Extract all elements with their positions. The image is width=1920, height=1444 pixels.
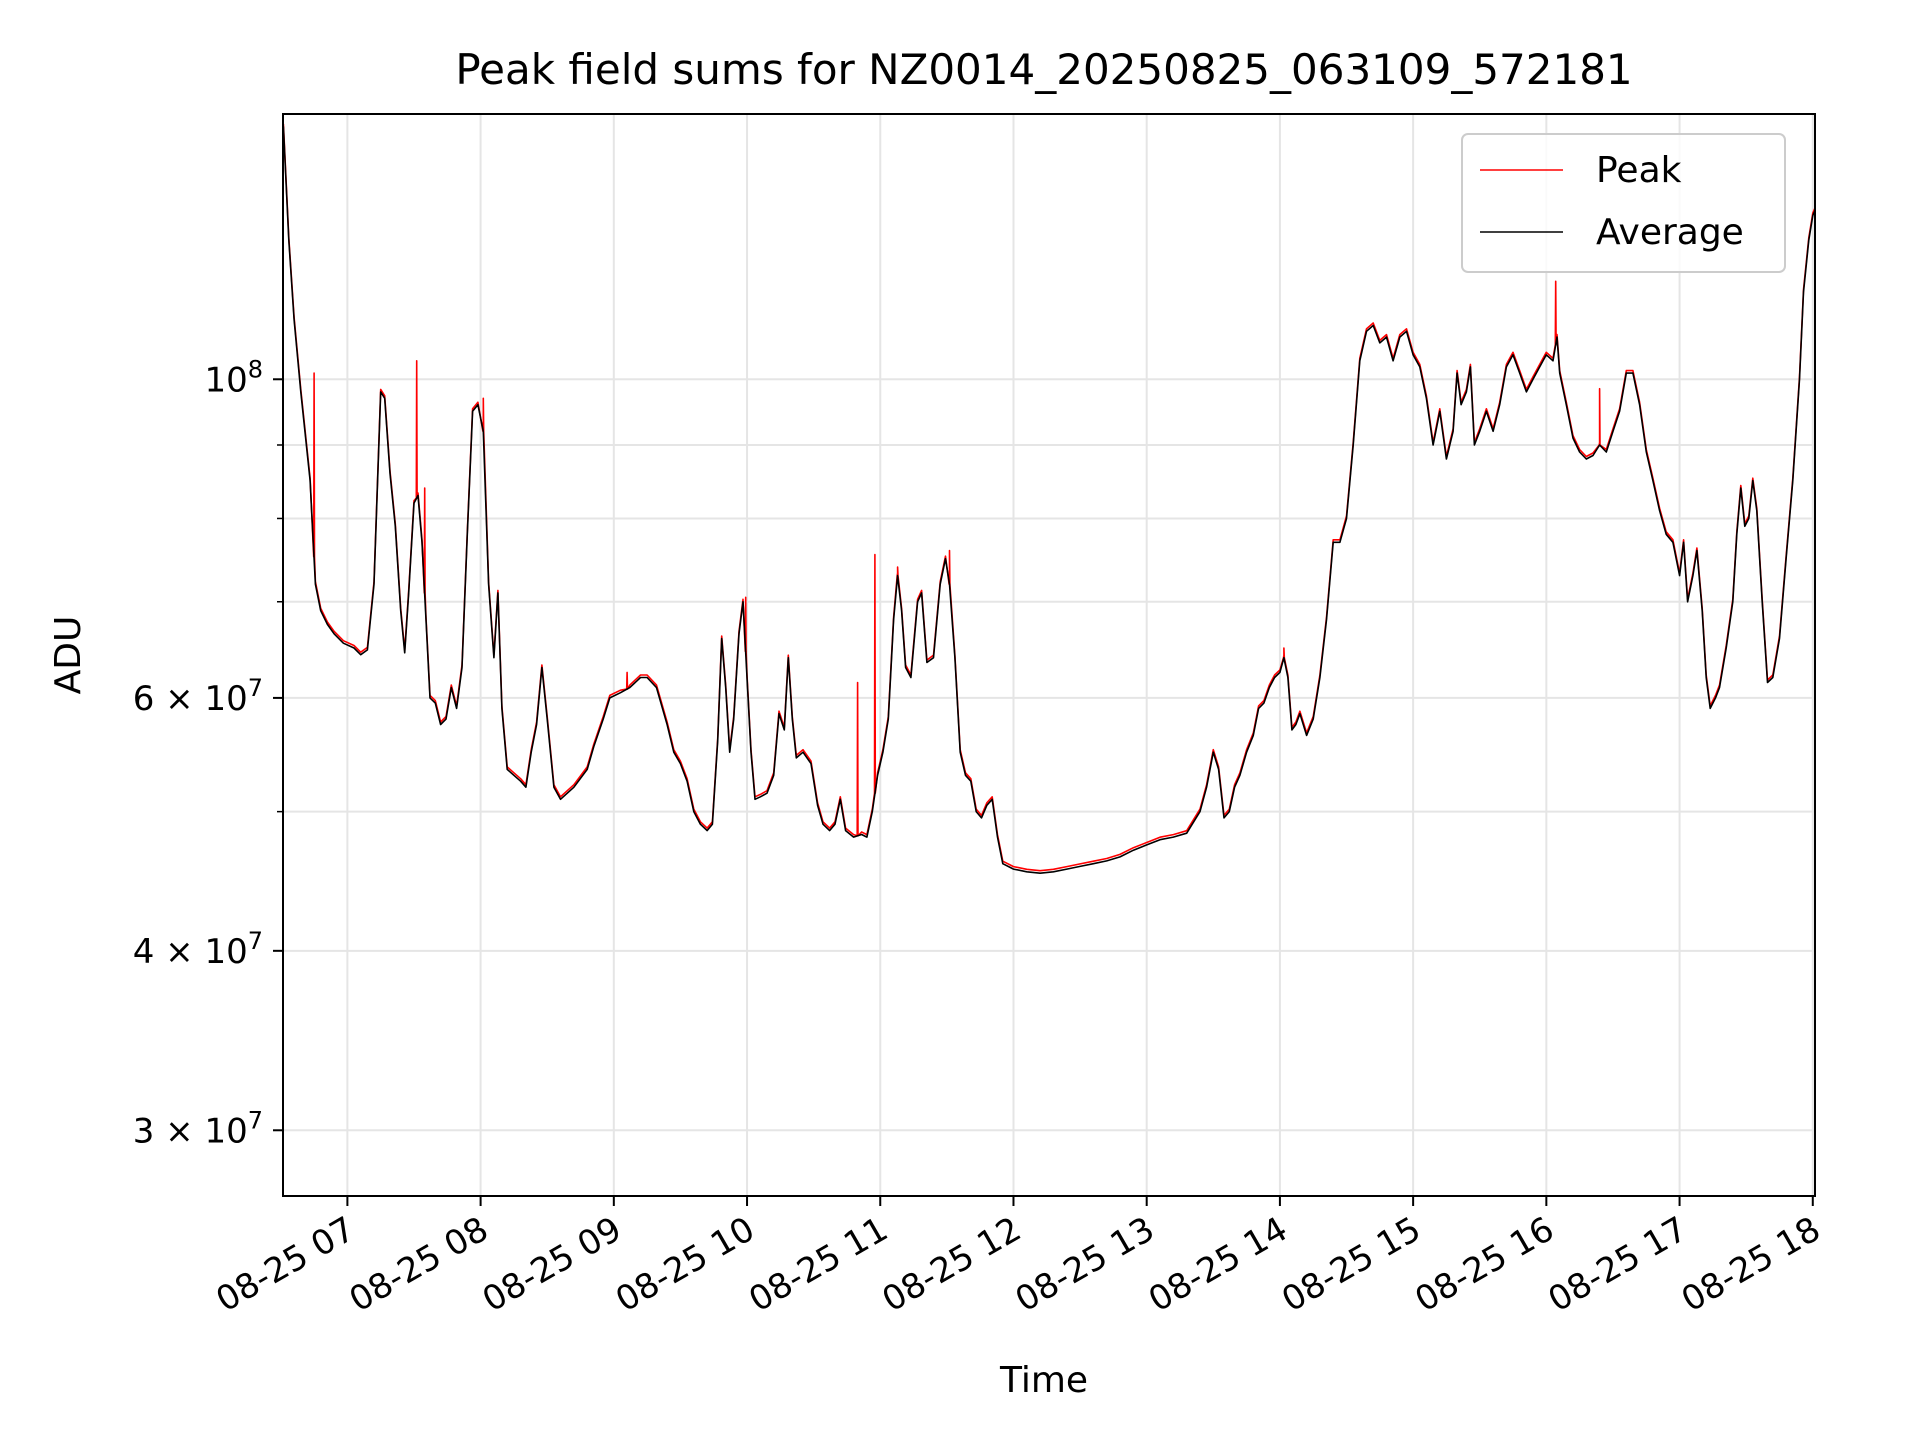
- x-axis-label: Time: [999, 1360, 1088, 1401]
- legend-label-peak: Peak: [1596, 150, 1682, 191]
- grid-layer: [283, 114, 1815, 1196]
- y-tick-label: 6 × 107: [133, 674, 263, 719]
- legend-box: [1461, 133, 1786, 273]
- series-line-average: [283, 126, 1815, 874]
- y-axis-label: ADU: [48, 616, 89, 695]
- y-tick-label: 3 × 107: [133, 1106, 263, 1151]
- y-tick-label: 108: [204, 355, 263, 400]
- plot-frame: [282, 113, 1816, 1197]
- y-tick-label: 4 × 107: [133, 927, 263, 972]
- plot-area: [283, 123, 1815, 874]
- chart-title: Peak field sums for NZ0014_20250825_0631…: [455, 45, 1632, 94]
- legend-label-average: Average: [1596, 212, 1744, 253]
- legend: Peak Average: [1461, 133, 1786, 273]
